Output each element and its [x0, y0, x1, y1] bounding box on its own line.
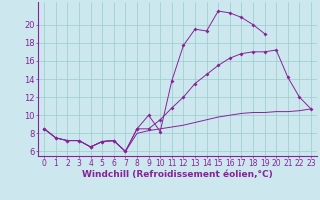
X-axis label: Windchill (Refroidissement éolien,°C): Windchill (Refroidissement éolien,°C): [82, 170, 273, 179]
